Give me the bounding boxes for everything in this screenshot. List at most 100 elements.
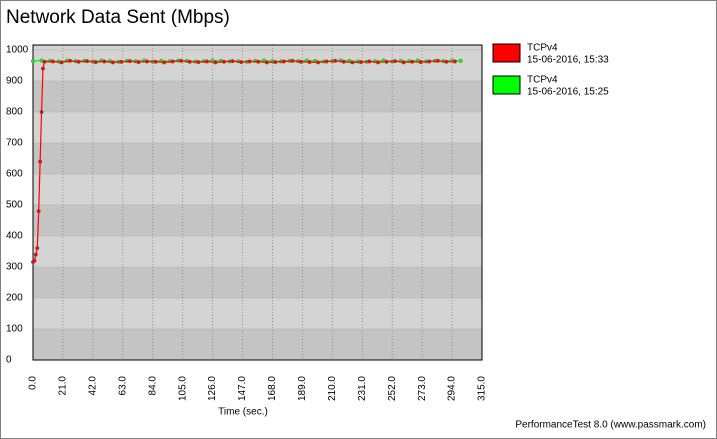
plot-border <box>32 44 483 361</box>
data-point <box>298 59 303 64</box>
data-point <box>410 59 415 64</box>
data-point <box>358 60 363 65</box>
data-point <box>384 59 389 64</box>
chart-title: Network Data Sent (Mbps) <box>6 7 230 28</box>
data-point <box>39 109 44 114</box>
data-point <box>316 60 321 65</box>
data-point <box>85 59 90 64</box>
grid-band <box>33 143 482 174</box>
legend-name: TCPv4 <box>527 75 558 86</box>
data-point <box>367 59 372 64</box>
data-point <box>204 59 209 64</box>
data-point <box>50 59 55 64</box>
y-tick-label: 1000 <box>6 45 29 56</box>
data-point <box>222 59 227 64</box>
y-tick-label: 900 <box>6 76 23 87</box>
data-point <box>68 58 73 63</box>
x-tick-label: 231.0 <box>357 376 368 401</box>
data-point <box>59 60 64 65</box>
x-tick-label: 294.0 <box>447 376 458 401</box>
data-point <box>32 258 37 263</box>
x-tick-label: 0.0 <box>28 376 39 390</box>
data-point <box>435 58 440 63</box>
data-point <box>324 59 329 64</box>
x-tick-label: 315.0 <box>477 376 488 401</box>
data-point <box>196 60 201 65</box>
data-point <box>170 59 175 64</box>
x-tick-label: 63.0 <box>117 376 128 396</box>
x-tick-label: 147.0 <box>237 376 248 401</box>
y-tick-label: 700 <box>6 138 23 149</box>
data-point <box>36 209 41 214</box>
data-point <box>76 59 81 64</box>
data-point <box>350 60 355 65</box>
y-tick-label: 0 <box>6 355 12 366</box>
data-point <box>418 60 423 65</box>
x-tick-label: 42.0 <box>88 376 99 396</box>
data-point <box>162 60 167 65</box>
y-tick-label: 200 <box>6 293 23 304</box>
data-point <box>33 252 38 257</box>
data-point <box>290 58 295 63</box>
data-point <box>31 59 36 64</box>
grid-band <box>33 329 482 360</box>
data-point <box>230 59 235 64</box>
x-tick-label: 273.0 <box>417 376 428 401</box>
y-tick-label: 800 <box>6 107 23 118</box>
data-point <box>110 60 115 65</box>
data-point <box>136 60 141 65</box>
data-point <box>239 60 244 65</box>
data-point <box>401 60 406 65</box>
x-tick-label: 21.0 <box>58 376 69 396</box>
data-point <box>333 58 338 63</box>
data-point <box>247 59 252 64</box>
data-point <box>452 59 457 64</box>
data-point <box>145 59 150 64</box>
data-point <box>102 59 107 64</box>
data-point <box>153 59 158 64</box>
x-tick-label: 189.0 <box>297 376 308 401</box>
footer: PerformanceTest 8.0 (www.passmark.com) <box>515 420 706 431</box>
data-point <box>127 59 132 64</box>
data-point <box>179 58 184 63</box>
x-tick-label: 126.0 <box>207 376 218 401</box>
data-point <box>264 60 269 65</box>
data-point <box>273 60 278 65</box>
data-point <box>375 60 380 65</box>
legend-swatch <box>492 43 521 63</box>
y-tick-label: 100 <box>6 324 23 335</box>
legend-date: 15-06-2016, 15:25 <box>527 87 609 98</box>
data-point <box>187 59 192 64</box>
data-point <box>35 246 40 251</box>
grid-band <box>33 267 482 298</box>
x-tick-label: 210.0 <box>327 376 338 401</box>
x-tick-label: 105.0 <box>177 376 188 401</box>
y-tick-label: 500 <box>6 200 23 211</box>
data-point <box>40 66 45 71</box>
data-point <box>427 59 432 64</box>
data-point <box>281 59 286 64</box>
legend-date: 15-06-2016, 15:33 <box>527 55 609 66</box>
data-point <box>213 60 218 65</box>
data-point <box>42 59 47 64</box>
grid-band <box>33 81 482 112</box>
data-point <box>256 59 261 64</box>
data-point <box>38 159 43 164</box>
data-point <box>393 59 398 64</box>
x-axis-label: Time (sec.) <box>218 407 268 418</box>
data-point <box>341 59 346 64</box>
y-tick-label: 600 <box>6 169 23 180</box>
grid-band <box>33 205 482 236</box>
x-tick-label: 84.0 <box>147 376 158 396</box>
legend-swatch <box>492 75 521 95</box>
data-point <box>444 59 449 64</box>
y-tick-label: 300 <box>6 262 23 273</box>
data-point <box>93 60 98 65</box>
y-tick-label: 400 <box>6 231 23 242</box>
x-tick-label: 168.0 <box>267 376 278 401</box>
data-point <box>458 58 463 63</box>
data-point <box>307 60 312 65</box>
x-tick-label: 252.0 <box>387 376 398 401</box>
data-point <box>119 59 124 64</box>
